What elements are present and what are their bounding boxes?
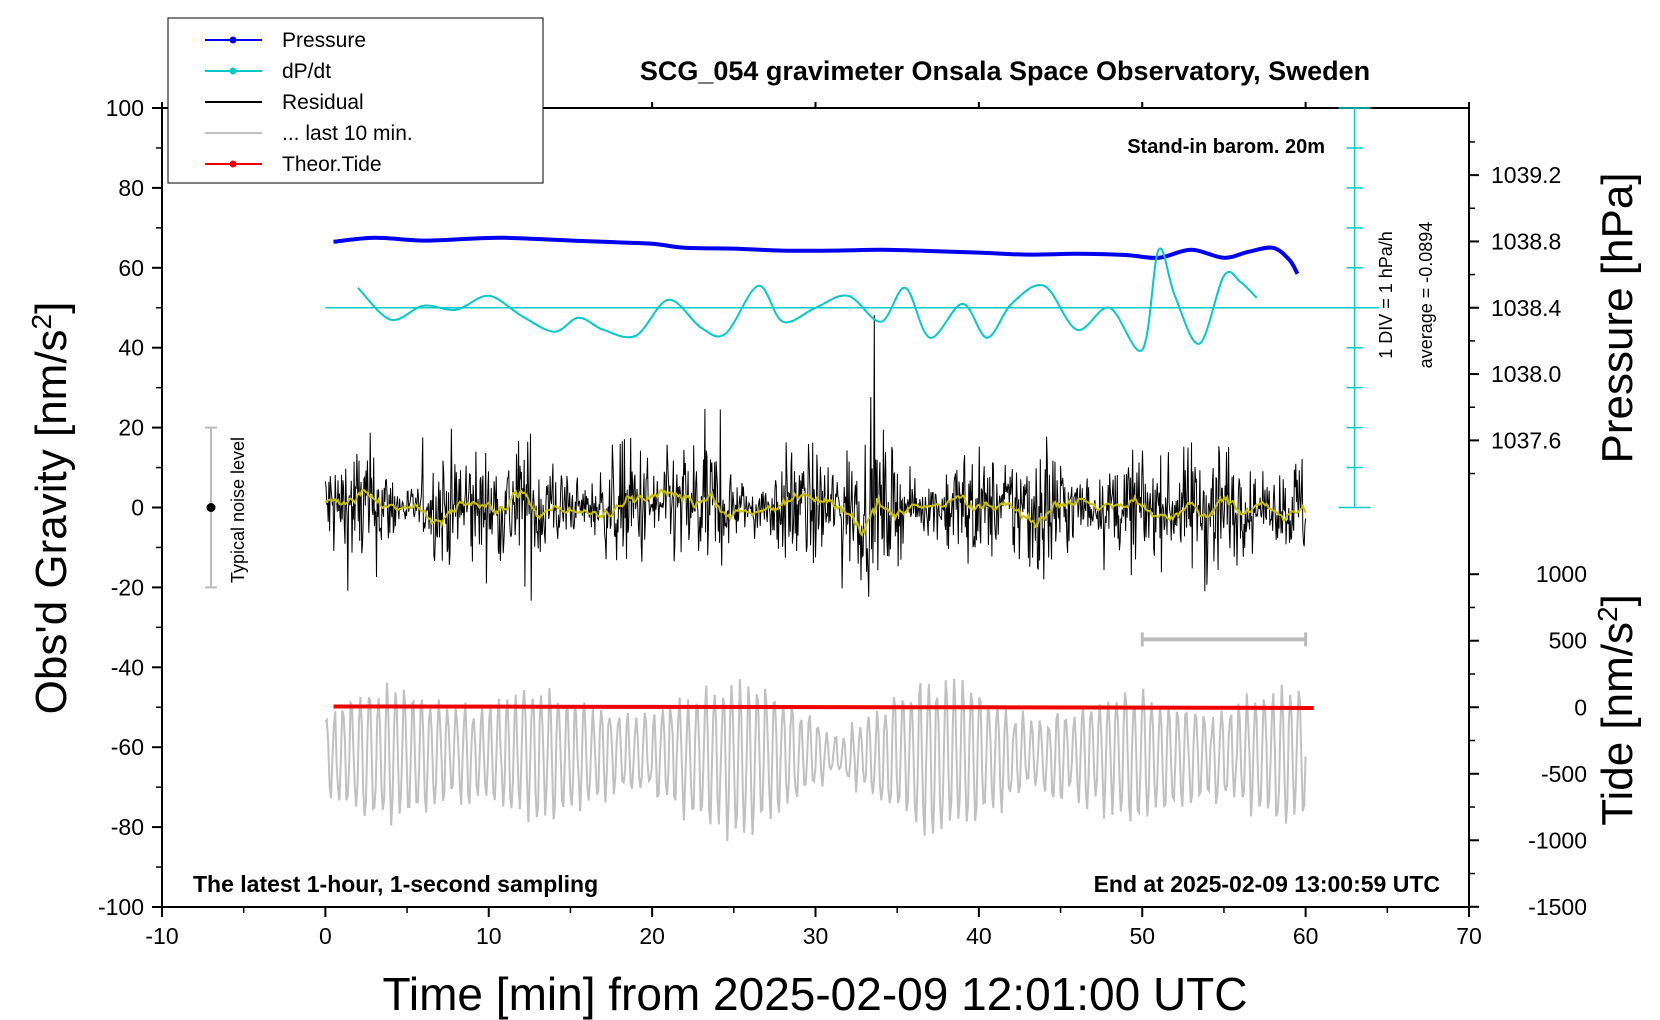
legend-label: Pressure — [282, 29, 366, 52]
legend-marker — [229, 36, 237, 44]
residual-trace — [324, 315, 1307, 601]
div-label: 1 DIV = 1 hPa/h — [1376, 231, 1396, 359]
pressure-axis-ticks: 1039.2 1038.8 1038.4 1038.0 1037.6 — [1469, 141, 1562, 475]
pressure-tick-label: 1037.6 — [1491, 427, 1561, 453]
tide-tick-label: 1000 — [1536, 561, 1587, 587]
legend-entry: ... last 10 min. — [205, 122, 413, 145]
pressure-tick-label: 1038.4 — [1491, 295, 1562, 321]
legend-label: ... last 10 min. — [282, 122, 413, 145]
legend-label: Residual — [282, 91, 364, 114]
y-tick-label: 40 — [118, 335, 144, 361]
pressure-tick-label: 1038.8 — [1491, 228, 1561, 254]
tide-tick-label: -1000 — [1528, 827, 1587, 853]
residual-line — [324, 315, 1307, 601]
x-axis-ticks: -10 0 10 20 30 40 50 60 70 — [145, 102, 1482, 949]
legend-marker — [229, 160, 237, 168]
tide-axis-ticks: 1000 500 0 -500 -1000 -1500 — [1469, 561, 1587, 920]
chart-title: SCG_054 gravimeter Onsala Space Observat… — [640, 56, 1370, 86]
x-tick-label: 70 — [1456, 923, 1482, 949]
noise-label: Typical noise level — [228, 437, 248, 583]
y-axis-label-main: Obs'd Gravity [nm/s — [27, 329, 76, 714]
noise-level-bar — [205, 426, 218, 589]
legend-label: dP/dt — [282, 60, 331, 83]
series-layer — [333, 235, 1314, 710]
y-tick-label: -20 — [111, 574, 144, 600]
y-axis-label: Obs'd Gravity [nm/s2] — [26, 302, 77, 715]
tide-axis-label-main: Tide [nm/s — [1593, 622, 1642, 826]
legend-box — [167, 17, 544, 184]
tide-axis-label-end: ] — [1593, 594, 1642, 606]
bottom-left-note: The latest 1-hour, 1-second sampling — [193, 871, 598, 897]
legend-marker — [229, 67, 237, 75]
tide-axis-label: Tide [nm/s2] — [1592, 594, 1643, 826]
tide-tick-label: 0 — [1574, 694, 1587, 720]
legend-entry: Theor.Tide — [205, 153, 382, 176]
tide-tick-label: 500 — [1549, 628, 1587, 654]
pressure-axis-label: Pressure [hPa] — [1593, 172, 1642, 463]
y-tick-label: -80 — [111, 814, 144, 840]
y-tick-label: -60 — [111, 734, 144, 760]
theor-tide-series-line — [333, 704, 1314, 710]
pressure-tick-label: 1038.0 — [1491, 361, 1561, 387]
y-axis-label-end: ] — [27, 302, 76, 314]
x-tick-label: 50 — [1129, 923, 1155, 949]
x-tick-label: 60 — [1293, 923, 1319, 949]
legend-entry: Residual — [205, 91, 364, 114]
legend: Pressure dP/dt Residual ... last 10 min. The… — [167, 17, 544, 184]
y-tick-label: -100 — [98, 894, 144, 920]
stand-in-label: Stand-in barom. 20m — [1127, 136, 1325, 158]
legend-entry: Pressure — [205, 29, 366, 52]
tide-tick-label: -500 — [1541, 761, 1587, 787]
x-axis-label: Time [min] from 2025-02-09 12:01:00 UTC — [383, 968, 1248, 1020]
legend-entry: dP/dt — [205, 60, 331, 83]
tide-tick-label: -1500 — [1528, 894, 1587, 920]
x-tick-label: -10 — [145, 923, 178, 949]
y-tick-label: 100 — [106, 95, 144, 121]
y-tick-label: 80 — [118, 175, 144, 201]
tide-axis-label-sup: 2 — [1592, 606, 1623, 622]
dp-dt-series-line — [357, 247, 1258, 352]
average-label: average = -0.0894 — [1416, 222, 1436, 369]
last-10-min-bar — [1140, 632, 1308, 647]
y-axis-label-sup: 2 — [26, 314, 57, 330]
pressure-series-line — [333, 235, 1300, 275]
x-tick-label: 20 — [639, 923, 665, 949]
x-tick-label: 0 — [319, 923, 332, 949]
x-tick-label: 30 — [803, 923, 829, 949]
x-tick-label: 40 — [966, 923, 992, 949]
y-tick-label: 20 — [118, 415, 144, 441]
x-tick-label: 10 — [476, 923, 502, 949]
residual-smoothed-line — [324, 488, 1307, 537]
y-tick-label: -40 — [111, 654, 144, 680]
y-tick-label: 0 — [131, 495, 144, 521]
noise-bar-dot — [206, 503, 216, 512]
dpdt-scale-ruler — [325, 107, 1380, 509]
bottom-right-note: End at 2025-02-09 13:00:59 UTC — [1094, 871, 1440, 897]
y-axis-ticks: 100 80 60 40 20 0 -20 -40 -60 -80 -100 — [98, 95, 162, 920]
legend-label: Theor.Tide — [282, 153, 382, 176]
y-tick-label: 60 — [118, 255, 144, 281]
pressure-tick-label: 1039.2 — [1491, 162, 1561, 188]
